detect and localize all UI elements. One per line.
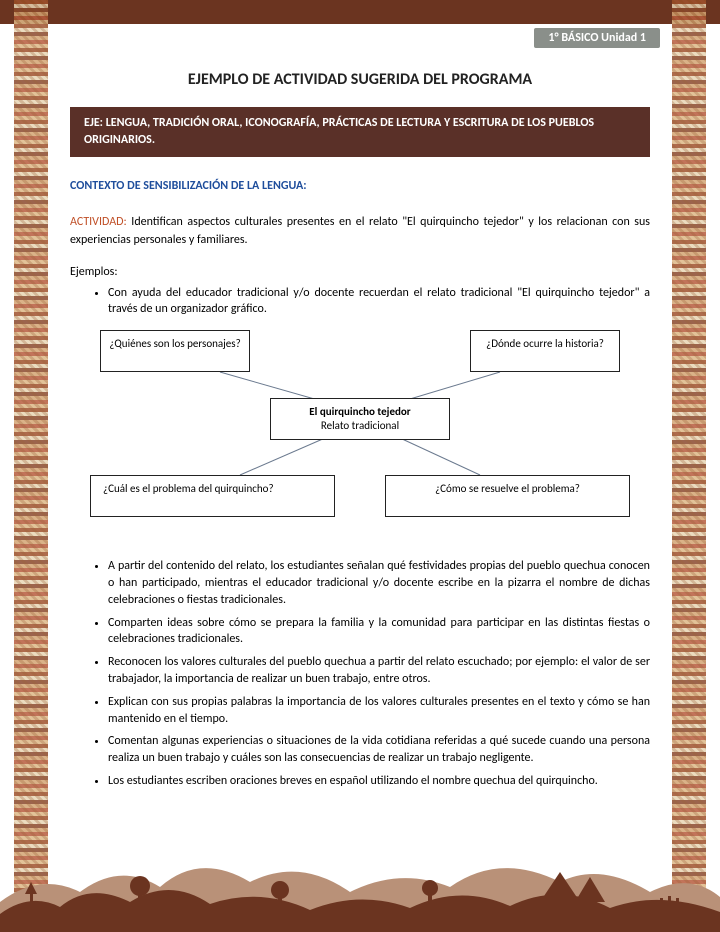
bullet-list-2: A partir del contenido del relato, los e… bbox=[70, 558, 650, 790]
list-item: A partir del contenido del relato, los e… bbox=[108, 558, 650, 608]
decorative-border-left bbox=[14, 0, 48, 932]
footer-silhouette bbox=[0, 842, 720, 932]
graphic-organizer: ¿Quiénes son los personajes? ¿Dónde ocur… bbox=[90, 330, 630, 530]
page-title: EJEMPLO DE ACTIVIDAD SUGERIDA DEL PROGRA… bbox=[70, 70, 650, 89]
list-item: Reconocen los valores culturales del pue… bbox=[108, 654, 650, 688]
activity-paragraph: ACTIVIDAD: Identifican aspectos cultural… bbox=[70, 213, 650, 249]
decorative-border-right bbox=[672, 0, 706, 932]
eje-box: EJE: LENGUA, TRADICIÓN ORAL, ICONOGRAFÍA… bbox=[70, 107, 650, 157]
list-item: Los estudiantes escriben oraciones breve… bbox=[108, 773, 650, 790]
organizer-box-solution: ¿Cómo se resuelve el problema? bbox=[385, 475, 630, 517]
examples-label: Ejemplos: bbox=[70, 265, 650, 279]
list-item: Con ayuda del educador tradicional y/o d… bbox=[108, 285, 650, 319]
unit-tag: 1° BÁSICO Unidad 1 bbox=[534, 28, 660, 48]
list-item: Comentan algunas experiencias o situacio… bbox=[108, 733, 650, 767]
organizer-center-sub: Relato tradicional bbox=[279, 419, 441, 433]
list-item: Explican con sus propias palabras la imp… bbox=[108, 694, 650, 728]
page-content: EJEMPLO DE ACTIVIDAD SUGERIDA DEL PROGRA… bbox=[70, 70, 650, 796]
activity-text: Identifican aspectos culturales presente… bbox=[70, 215, 650, 247]
organizer-box-place: ¿Dónde ocurre la historia? bbox=[470, 330, 620, 372]
organizer-center-title: El quirquincho tejedor bbox=[279, 405, 441, 419]
organizer-box-characters: ¿Quiénes son los personajes? bbox=[100, 330, 250, 372]
context-heading: CONTEXTO DE SENSIBILIZACIÓN DE LA LENGUA… bbox=[70, 179, 650, 193]
top-strip bbox=[0, 0, 720, 24]
organizer-box-problem: ¿Cuál es el problema del quirquincho? bbox=[90, 475, 335, 517]
organizer-box-center: El quirquincho tejedor Relato tradiciona… bbox=[270, 398, 450, 440]
bullet-list-1: Con ayuda del educador tradicional y/o d… bbox=[70, 285, 650, 319]
list-item: Comparten ideas sobre cómo se prepara la… bbox=[108, 615, 650, 649]
activity-label: ACTIVIDAD: bbox=[70, 215, 127, 229]
